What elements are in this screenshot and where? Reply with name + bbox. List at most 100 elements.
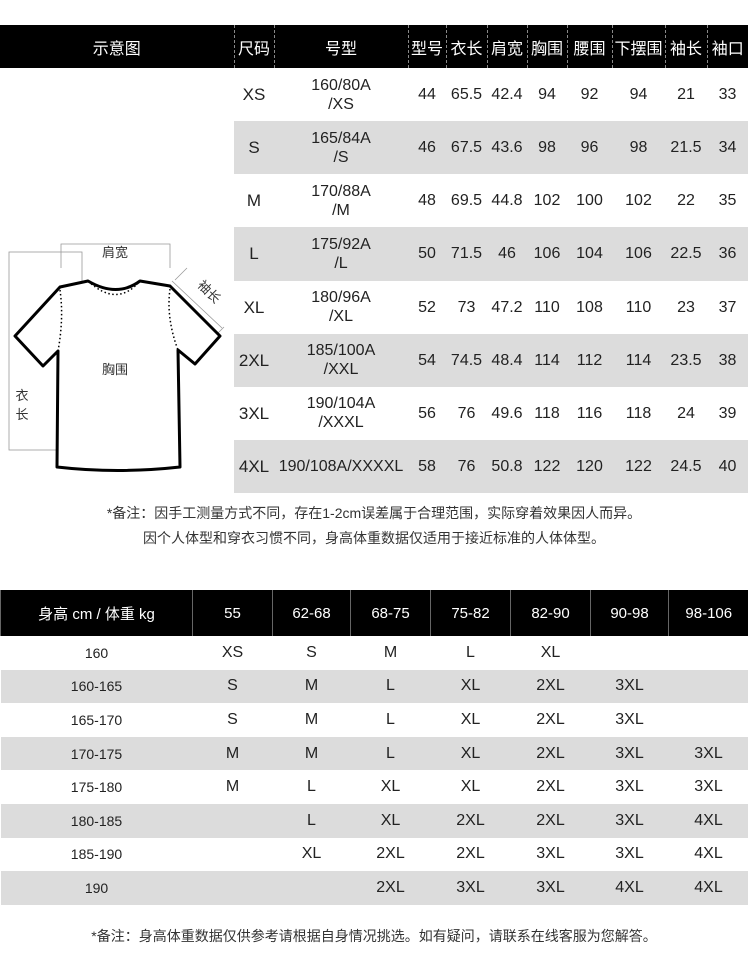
table-cell: 73	[457, 298, 476, 316]
table-cell: 112	[567, 333, 612, 387]
table-cell: 52	[418, 298, 436, 316]
table-cell: 175/92A /L	[274, 227, 408, 281]
note-line-1: *备注：因手工测量方式不同，存在1-2cm误差属于合理范围，实际穿着效果因人而异…	[106, 505, 642, 521]
table-cell: 44.8	[491, 192, 523, 210]
table-row: 肩宽 袖长 胸围衣长 XS 160/80A /XS 44 65.5 42.4 94 92 94 21 3…	[0, 68, 748, 493]
column-header: 下摆围	[611, 25, 665, 68]
table-cell: 114	[612, 333, 665, 387]
table-cell: 165/84A /S	[274, 121, 408, 175]
table-cell: 102	[533, 192, 561, 210]
table-cell: 37	[718, 298, 737, 316]
sleeve-label: 袖长	[195, 277, 224, 306]
size-measurement-table: 示意图 尺码 号型 型号 衣长 肩宽 胸围 腰围 下摆围 袖长 袖口 肩宽 袖长 胸围衣长 XS 160/8…	[0, 25, 748, 493]
height-cell: 175-180	[70, 779, 123, 796]
table-row: S 165/84A /S 46 67.5 43.6 98 96 98 21.5 34	[0, 121, 748, 175]
column-header: 袖口	[706, 25, 748, 68]
note-line-2: 因个人体型和穿衣习惯不同，身高体重数据仅适用于接近标准的人体体型。	[143, 530, 605, 546]
table-cell: 58	[408, 439, 446, 493]
size-cell: 4XL	[590, 871, 669, 905]
table-cell: 170/88A /M	[311, 182, 371, 219]
table-cell: XL	[243, 297, 265, 317]
table-cell: 98	[612, 121, 665, 175]
recommendation-note: *备注：身高体重数据仅供参考请根据自身情况挑选。如有疑问，请联系在线客服为您解答…	[91, 928, 657, 944]
size-cell: 2XL	[510, 803, 591, 838]
size-cell: XL	[430, 669, 511, 704]
table-cell: 24	[677, 404, 695, 422]
table-cell: 2XL	[234, 333, 274, 387]
size-cell: L	[307, 778, 316, 796]
table-cell: 35	[718, 192, 737, 210]
size-cell: 2XL	[456, 845, 485, 863]
table-cell: 24.5	[665, 439, 707, 493]
size-cell: L	[466, 643, 475, 661]
table-cell: 21	[677, 86, 695, 104]
size-recommendation-table: 身高 cm / 体重 kg 55 62-68 68-75 75-82 82-90 90-98…	[0, 590, 748, 905]
table-cell: 22	[677, 192, 695, 210]
size-cell: M	[225, 778, 240, 796]
table-row: 4XL 190/108A/XXXXL 58 76 50.8 122 120 122 24.5 40	[0, 439, 748, 493]
measurement-note: *备注：因手工测量方式不同，存在1-2cm误差属于合理范围，实际穿着效果因人而异…	[0, 503, 748, 548]
size-cell: XL	[540, 643, 561, 661]
table-row: 165-170 S M L XL 2XL 3XL	[1, 703, 748, 737]
size-cell: 2XL	[510, 669, 591, 704]
column-header: 袖长	[664, 25, 707, 68]
table-row: 2XL 185/100A /XXL 54 74.5 48.4 114 112 114 23.5 3…	[0, 333, 748, 387]
table-cell: 180/96A /XL	[311, 289, 371, 326]
size-cell	[193, 838, 273, 872]
table-cell: 92	[580, 86, 599, 104]
column-header: 肩宽	[486, 25, 527, 68]
size-cell: M	[272, 736, 351, 771]
column-header: 75-82	[430, 590, 511, 636]
column-header: 衣长	[445, 25, 487, 68]
table-cell: 102	[625, 192, 652, 210]
size-cell: XL	[301, 845, 322, 863]
table-cell: 96	[567, 121, 612, 175]
table-row: XL 180/96A /XL 52 73 47.2 110 108 110 23 37	[0, 281, 748, 334]
chest-label: 胸围	[102, 362, 128, 377]
table-cell: 122	[527, 439, 567, 493]
height-cell: 170-175	[0, 736, 193, 771]
size-cell: 3XL	[590, 803, 669, 838]
table-cell: 110	[625, 298, 652, 316]
size-cell: L	[350, 669, 431, 704]
height-cell: 160-165	[0, 669, 193, 704]
table-cell: 46	[408, 121, 446, 175]
table-cell: 190/104A /XXXL	[306, 395, 376, 432]
size-cell: 3XL	[615, 845, 644, 863]
size-cell: XS	[221, 643, 244, 661]
column-header: 55	[192, 590, 273, 636]
size-cell	[272, 871, 351, 905]
size-cell: M	[304, 710, 319, 728]
table-cell: 65.5	[450, 86, 483, 104]
table-row: 180-185 L XL 2XL 2XL 3XL 4XL	[0, 803, 748, 838]
size-cell	[192, 871, 273, 905]
table-cell: 33	[718, 86, 737, 104]
table-cell: 104	[567, 227, 612, 281]
height-cell: 165-170	[70, 711, 123, 728]
table-cell: 106	[527, 227, 567, 281]
height-cell: 185-190	[70, 846, 123, 863]
size-cell: S	[306, 643, 317, 661]
size-cell: 2XL	[536, 710, 565, 728]
height-cell: 190	[0, 871, 193, 905]
size-cell: L	[350, 736, 431, 771]
table-row: 160 XS S M L XL	[1, 636, 748, 670]
table-cell: 98	[527, 121, 567, 175]
table-cell: 48	[418, 192, 436, 210]
table-cell: 76	[457, 404, 476, 422]
table-cell: 39	[718, 404, 737, 422]
table-row: 190 2XL 3XL 3XL 4XL 4XL	[0, 871, 748, 905]
table-cell: 21.5	[665, 121, 707, 175]
column-header: 尺码	[233, 25, 274, 68]
table-cell: 67.5	[446, 121, 487, 175]
table-cell: 44	[418, 86, 436, 104]
table-cell: 190/108A/XXXXL	[274, 439, 408, 493]
size-cell: 3XL	[536, 845, 565, 863]
size-cell	[669, 636, 748, 670]
table-cell: 69.5	[450, 192, 483, 210]
table-cell: S	[234, 121, 274, 175]
table-cell: 118	[534, 404, 560, 422]
table-row: 175-180 M L XL XL 2XL 3XL 3XL	[1, 770, 748, 804]
length-label-1: 衣	[15, 388, 28, 403]
